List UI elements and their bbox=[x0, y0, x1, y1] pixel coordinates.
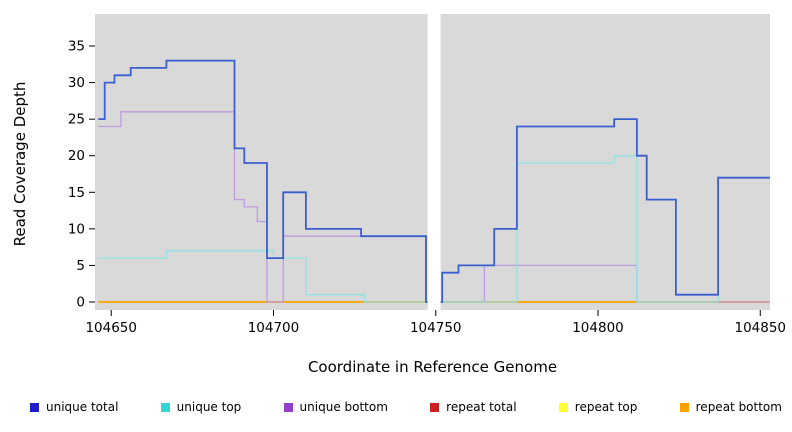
legend-label-repeat-top: repeat top bbox=[574, 400, 638, 414]
y-tick-label: 15 bbox=[68, 185, 85, 201]
no-data-gap bbox=[427, 14, 441, 310]
unique-total-line bbox=[98, 59, 770, 303]
legend-swatch-repeat-total bbox=[430, 402, 440, 412]
legend-item-unique-total: unique total bbox=[30, 400, 118, 414]
y-tick-label: 30 bbox=[68, 75, 85, 91]
coverage-chart-canvas: 0 5 10 15 20 25 30 35 104650 104700 104750 104800 10… bbox=[68, 14, 786, 336]
legend-swatch-unique-top bbox=[160, 402, 170, 412]
legend-swatch-unique-bottom bbox=[283, 402, 293, 412]
chart-legend: unique total unique top unique bottom re… bbox=[30, 400, 782, 414]
legend-item-repeat-top: repeat top bbox=[558, 400, 638, 414]
legend-item-repeat-total: repeat total bbox=[430, 400, 517, 414]
legend-label-repeat-total: repeat total bbox=[446, 400, 517, 414]
legend-item-unique-bottom: unique bottom bbox=[283, 400, 388, 414]
y-axis-title: Read Coverage Depth bbox=[11, 81, 29, 247]
legend-item-unique-top: unique top bbox=[160, 400, 242, 414]
legend-swatch-repeat-top bbox=[558, 402, 568, 412]
legend-label-unique-bottom: unique bottom bbox=[299, 400, 388, 414]
legend-swatch-repeat-bottom bbox=[679, 402, 689, 412]
x-axis-title: Coordinate in Reference Genome bbox=[307, 358, 558, 376]
x-tick-label: 104800 bbox=[572, 320, 624, 336]
y-tick-label: 5 bbox=[76, 258, 85, 274]
x-tick-label: 104750 bbox=[410, 320, 462, 336]
legend-swatch-unique-total bbox=[30, 402, 39, 412]
x-tick-label: 104650 bbox=[85, 320, 137, 336]
y-tick-label: 0 bbox=[76, 295, 85, 311]
x-tick-label: 104850 bbox=[734, 320, 786, 336]
y-tick-label: 20 bbox=[68, 148, 85, 164]
legend-label-repeat-bottom: repeat bottom bbox=[695, 400, 782, 414]
x-tick-label: 104700 bbox=[248, 320, 300, 336]
legend-item-repeat-bottom: repeat bottom bbox=[679, 400, 782, 414]
legend-label-unique-total: unique total bbox=[46, 400, 119, 414]
y-tick-label: 35 bbox=[68, 39, 85, 55]
y-tick-label: 10 bbox=[68, 221, 85, 237]
y-tick-label: 25 bbox=[68, 112, 85, 128]
legend-label-unique-top: unique top bbox=[176, 400, 242, 414]
